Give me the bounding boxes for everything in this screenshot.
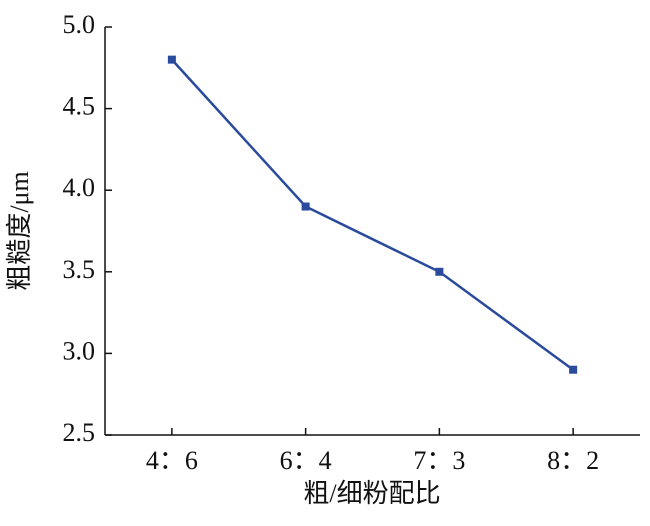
y-axis-label: 粗糙度/μm bbox=[5, 171, 34, 290]
y-tick-label: 3.5 bbox=[63, 255, 96, 284]
x-tick-label: 4：6 bbox=[146, 446, 198, 475]
marker bbox=[435, 267, 444, 276]
y-tick-label: 2.5 bbox=[63, 418, 96, 447]
x-tick-label: 7：3 bbox=[413, 446, 465, 475]
y-tick-label: 4.0 bbox=[63, 173, 96, 202]
x-tick-label: 6：4 bbox=[280, 446, 332, 475]
marker bbox=[167, 55, 176, 64]
x-tick-label: 8：2 bbox=[547, 446, 599, 475]
y-tick-label: 5.0 bbox=[63, 10, 96, 39]
y-tick-label: 4.5 bbox=[63, 92, 96, 121]
x-axis-label: 粗/细粉配比 bbox=[303, 479, 440, 508]
marker bbox=[569, 365, 578, 374]
line bbox=[170, 58, 574, 371]
y-tick-label: 3.0 bbox=[63, 336, 96, 365]
marker bbox=[301, 202, 310, 211]
